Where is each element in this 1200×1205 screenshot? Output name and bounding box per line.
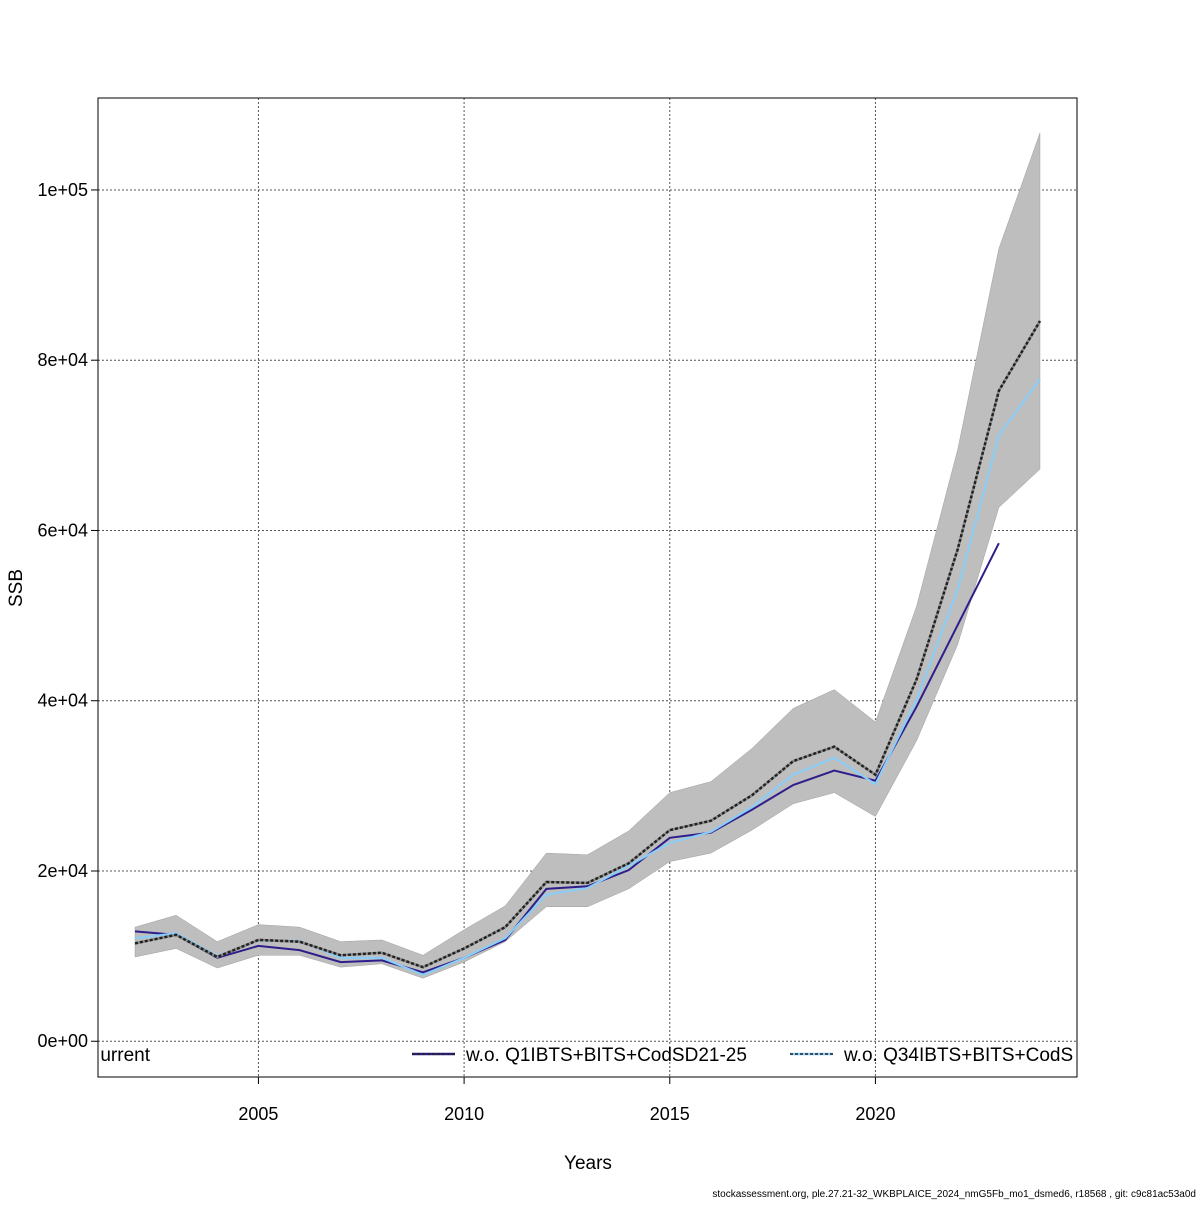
series-current-line <box>134 320 1042 969</box>
plot-area: urrent w.o. Q1IBTS+BITS+CodSD21-25 w.o. Q3… <box>100 132 1073 1066</box>
y-tick-label: 6e+04 <box>37 520 88 540</box>
x-tick-label: 2005 <box>238 1104 278 1124</box>
confidence-band <box>134 132 1041 979</box>
legend-label-2: w.o. Q34IBTS+BITS+CodS <box>843 1045 1073 1066</box>
y-tick-label: 2e+04 <box>37 861 88 881</box>
y-tick-label: 4e+04 <box>37 691 88 711</box>
x-tick-label: 2010 <box>444 1104 484 1124</box>
y-tick-label: 1e+05 <box>37 180 88 200</box>
x-tick-label: 2015 <box>650 1104 690 1124</box>
axes: 2005 2010 2015 2020 0e+00 2e+04 4e+04 6e+04 8e+0… <box>37 180 895 1124</box>
plot-frame <box>97 97 1078 1078</box>
series-line-1 <box>134 542 1000 974</box>
footer-caption: stockassessment.org, ple.27.21-32_WKBPLA… <box>712 1189 1196 1200</box>
y-axis-label: SSB <box>6 569 27 607</box>
y-tick-label: 8e+04 <box>37 350 88 370</box>
x-tick-label: 2020 <box>855 1104 895 1124</box>
legend-label-current: urrent <box>100 1045 150 1066</box>
x-axis-label: Years <box>564 1153 612 1174</box>
y-tick-label: 0e+00 <box>37 1031 88 1051</box>
legend-label-1: w.o. Q1IBTS+BITS+CodSD21-25 <box>465 1045 747 1066</box>
